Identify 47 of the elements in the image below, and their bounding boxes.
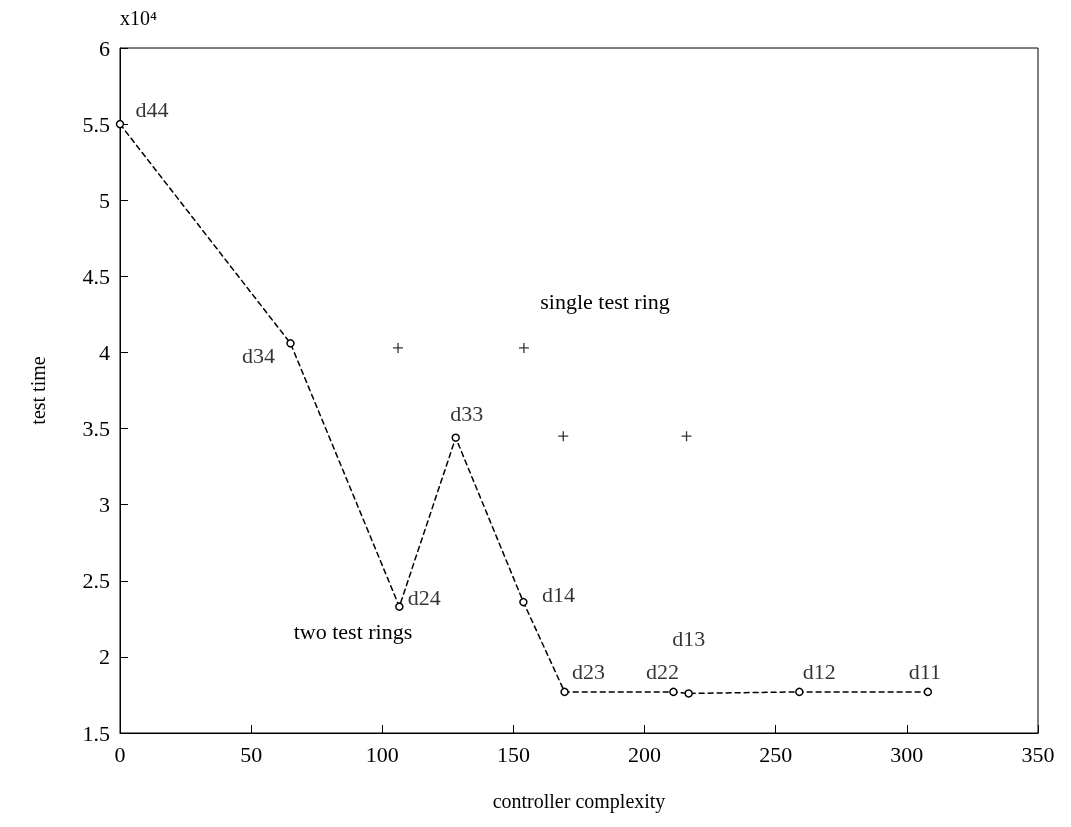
- point: [680, 430, 693, 442]
- x-tick-label: 200: [628, 741, 662, 767]
- annotation: d33: [450, 401, 484, 427]
- point: [395, 602, 404, 611]
- x-tick-label: 150: [496, 741, 530, 767]
- x-tick-label: 50: [240, 741, 263, 767]
- y-tick-label: 2.5: [82, 568, 110, 594]
- y-tick-label: 2: [99, 644, 110, 670]
- text: x10⁴: [120, 7, 157, 29]
- y-tick-label: 6: [99, 35, 110, 61]
- y-tick-label: 1.5: [82, 720, 110, 746]
- point: [684, 689, 693, 698]
- annotation: d13: [672, 625, 706, 651]
- y-axis-title: test time: [27, 356, 49, 425]
- annotation: d12: [802, 659, 836, 685]
- y-tick-label: 4.5: [82, 263, 110, 289]
- x-tick-label: 250: [759, 741, 793, 767]
- annotation: d22: [645, 659, 679, 685]
- x-tick-label: 100: [365, 741, 399, 767]
- x-tick-label: 350: [1021, 741, 1055, 767]
- annotation: two test rings: [293, 618, 413, 644]
- y-tick-label: 4: [99, 339, 110, 365]
- x-axis-title: controller complexity: [492, 790, 666, 813]
- annotation: d44: [135, 96, 169, 122]
- point: [518, 342, 530, 354]
- point: [560, 687, 569, 697]
- point: [519, 597, 528, 607]
- annotation: d23: [572, 659, 606, 685]
- point: [557, 430, 569, 442]
- point: [923, 687, 933, 697]
- y-tick-label: 5: [99, 187, 110, 213]
- point: [795, 687, 804, 697]
- y-tick-label: 3: [99, 492, 110, 518]
- annotation: single test ring: [540, 288, 670, 314]
- point: [115, 119, 125, 129]
- y-tick-label: 3.5: [82, 416, 110, 442]
- annotation: d34: [241, 342, 275, 368]
- point: [451, 433, 460, 442]
- annotation: d11: [908, 659, 941, 685]
- annotation: d24: [407, 585, 441, 611]
- point: [286, 339, 295, 348]
- annotation: d14: [541, 581, 575, 607]
- point: [669, 687, 678, 697]
- x-tick-label: 300: [890, 741, 924, 767]
- x-tick-label: 0: [114, 741, 126, 767]
- y-tick-label: 5.5: [82, 111, 110, 137]
- point: [392, 342, 404, 354]
